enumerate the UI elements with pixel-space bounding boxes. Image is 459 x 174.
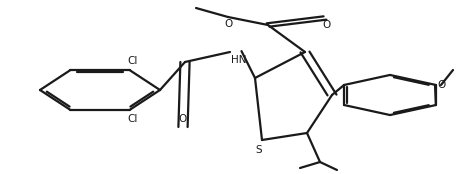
Text: S: S (254, 145, 261, 155)
Text: O: O (224, 19, 233, 29)
Text: HN: HN (231, 55, 246, 65)
Text: Cl: Cl (127, 56, 137, 66)
Text: O: O (179, 114, 187, 124)
Text: O: O (322, 20, 330, 30)
Text: O: O (437, 80, 445, 90)
Text: Cl: Cl (127, 114, 137, 124)
